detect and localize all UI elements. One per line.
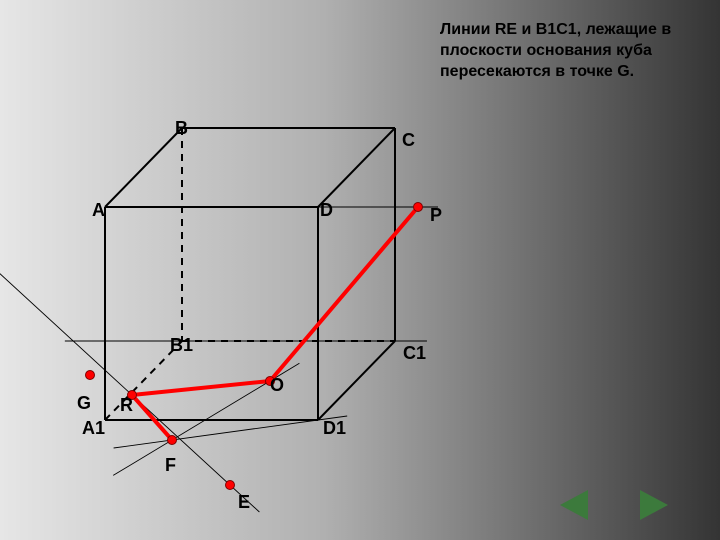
point-dots (86, 203, 423, 490)
label-C1: C1 (403, 343, 426, 364)
label-A: A (92, 200, 105, 221)
label-D1: D1 (323, 418, 346, 439)
label-F: F (165, 455, 176, 476)
red-path (132, 207, 418, 440)
label-B1: B1 (170, 335, 193, 356)
label-E: E (238, 492, 250, 513)
label-O: O (270, 375, 284, 396)
construction-lines (0, 207, 438, 512)
label-B: B (175, 118, 188, 139)
label-G: G (77, 393, 91, 414)
label-C: C (402, 130, 415, 151)
label-A1: A1 (82, 418, 105, 439)
label-P: P (430, 205, 442, 226)
cube-diagram (0, 0, 720, 540)
label-R: R (120, 395, 133, 416)
next-arrow-icon[interactable] (640, 490, 668, 520)
prev-arrow-icon[interactable] (560, 490, 588, 520)
cube-visible-edges (105, 128, 395, 420)
slide-stage: Линии RE и B1C1, лежащие в плоскости осн… (0, 0, 720, 540)
label-D: D (320, 200, 333, 221)
